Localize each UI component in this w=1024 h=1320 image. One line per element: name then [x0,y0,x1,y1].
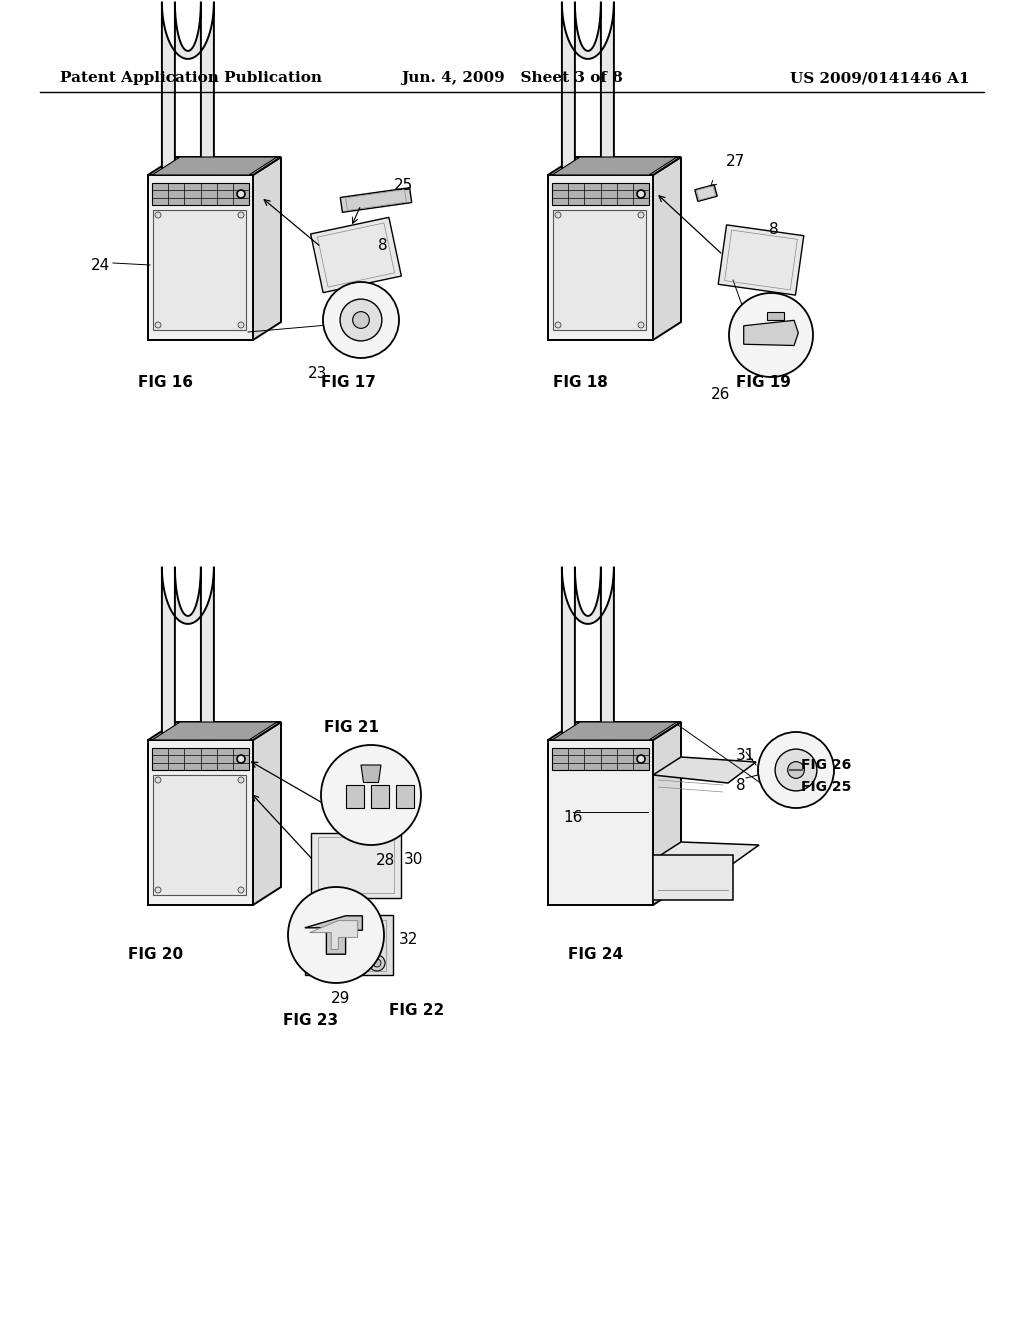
Text: FIG 23: FIG 23 [284,1012,339,1028]
Text: 25: 25 [394,177,414,193]
Circle shape [369,954,385,972]
Polygon shape [152,183,249,205]
Polygon shape [162,566,214,741]
Text: FIG 21: FIG 21 [324,719,379,735]
Polygon shape [371,785,388,808]
Circle shape [638,322,644,327]
Polygon shape [310,218,401,293]
Polygon shape [152,722,278,741]
Polygon shape [305,916,362,954]
Circle shape [555,322,561,327]
Polygon shape [309,920,357,949]
Circle shape [238,887,244,894]
Polygon shape [548,176,653,341]
Text: 8: 8 [769,223,778,238]
Text: FIG 17: FIG 17 [321,375,376,389]
Polygon shape [152,748,249,770]
Text: 31: 31 [736,748,756,763]
Text: FIG 26: FIG 26 [801,758,851,772]
Text: 29: 29 [332,991,350,1006]
Polygon shape [548,741,653,906]
Text: 30: 30 [404,853,423,867]
Polygon shape [653,855,733,900]
Text: FIG 25: FIG 25 [801,780,851,795]
Text: FIG 22: FIG 22 [389,1003,444,1018]
Circle shape [638,213,644,218]
Circle shape [288,887,384,983]
Polygon shape [562,1,614,176]
Text: 8: 8 [378,238,388,252]
Text: 24: 24 [91,257,110,272]
Circle shape [729,293,813,378]
Circle shape [155,322,161,327]
Polygon shape [653,722,681,906]
Circle shape [237,755,245,763]
Circle shape [787,762,805,779]
Circle shape [340,300,382,341]
Polygon shape [552,157,677,176]
Polygon shape [361,766,381,783]
Text: 26: 26 [712,387,731,403]
Polygon shape [153,210,246,330]
Circle shape [155,887,161,894]
Text: FIG 19: FIG 19 [736,375,791,389]
Circle shape [238,213,244,218]
Circle shape [238,322,244,327]
Circle shape [775,748,817,791]
Circle shape [155,213,161,218]
Polygon shape [162,1,214,176]
Text: 16: 16 [563,810,583,825]
Polygon shape [153,775,246,895]
Circle shape [555,213,561,218]
Text: 8: 8 [736,777,745,793]
Polygon shape [718,224,804,296]
Circle shape [238,777,244,783]
Polygon shape [552,722,677,741]
Text: 23: 23 [308,366,328,381]
Polygon shape [311,833,401,898]
Text: FIG 24: FIG 24 [568,946,624,962]
Polygon shape [346,785,364,808]
Polygon shape [148,741,253,906]
Circle shape [758,733,834,808]
Polygon shape [653,756,756,783]
Polygon shape [653,157,681,341]
Circle shape [637,190,645,198]
Circle shape [352,312,370,329]
Text: Jun. 4, 2009   Sheet 3 of 8: Jun. 4, 2009 Sheet 3 of 8 [401,71,623,84]
Text: FIG 18: FIG 18 [553,375,608,389]
Text: FIG 20: FIG 20 [128,946,183,962]
Circle shape [637,755,645,763]
Polygon shape [396,785,414,808]
Text: 27: 27 [726,153,745,169]
Circle shape [321,744,421,845]
Text: US 2009/0141446 A1: US 2009/0141446 A1 [791,71,970,84]
Polygon shape [548,722,681,741]
Circle shape [323,282,399,358]
Polygon shape [552,183,649,205]
Polygon shape [743,321,799,346]
Polygon shape [305,915,393,975]
Circle shape [373,960,381,968]
Polygon shape [767,312,783,321]
Polygon shape [148,722,281,741]
Polygon shape [340,187,412,213]
Polygon shape [548,157,681,176]
Polygon shape [552,748,649,770]
Text: 28: 28 [376,853,395,869]
Polygon shape [148,176,253,341]
Circle shape [155,777,161,783]
Polygon shape [253,722,281,906]
Text: Patent Application Publication: Patent Application Publication [60,71,322,84]
Text: 32: 32 [399,932,419,948]
Text: FIG 16: FIG 16 [138,375,193,389]
Polygon shape [553,210,646,330]
Polygon shape [148,157,281,176]
Circle shape [237,190,245,198]
Polygon shape [152,157,278,176]
Polygon shape [695,185,717,202]
Polygon shape [653,842,759,865]
Polygon shape [562,566,614,741]
Polygon shape [253,157,281,341]
